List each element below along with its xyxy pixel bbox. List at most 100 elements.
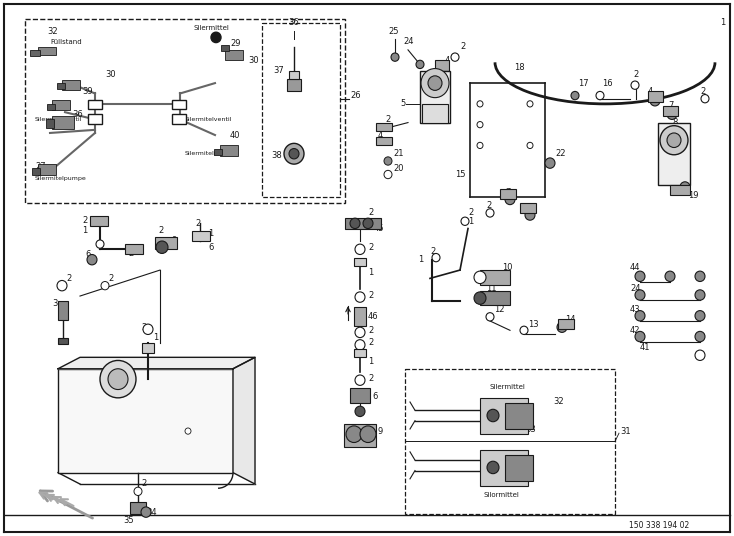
Bar [344,424,376,446]
Text: 1: 1 [468,217,473,226]
Bar [58,338,68,344]
Bar [155,237,177,249]
Text: 24: 24 [630,284,641,293]
Bar [289,71,299,79]
Text: 2: 2 [368,374,374,383]
Text: 32: 32 [553,398,564,406]
Circle shape [355,340,365,350]
Text: 1: 1 [82,226,87,235]
Bar [505,403,533,429]
Text: 1: 1 [720,18,725,27]
Circle shape [680,182,690,192]
Bar [500,189,516,199]
Circle shape [520,326,528,334]
Bar [648,92,663,102]
Circle shape [143,324,153,334]
Circle shape [289,148,299,159]
Circle shape [355,244,365,255]
Bar [57,83,65,90]
Circle shape [695,350,705,360]
Circle shape [486,209,494,217]
Text: 36: 36 [288,18,299,27]
Circle shape [477,101,483,107]
Text: 27: 27 [35,162,46,170]
Bar [345,218,381,228]
Text: 2: 2 [368,338,374,347]
Text: 38: 38 [271,151,282,160]
Text: 2: 2 [700,87,705,96]
Circle shape [141,507,151,517]
Bar [90,216,108,226]
Text: 15: 15 [455,170,465,179]
Bar [192,230,210,241]
Bar [58,301,68,320]
Text: 33: 33 [525,425,536,434]
Bar [435,60,449,71]
Text: 35: 35 [123,516,134,525]
Text: 1: 1 [208,229,214,238]
Text: Silermitelventil: Silermitelventil [35,117,82,122]
Polygon shape [58,358,255,369]
Circle shape [350,218,360,228]
Circle shape [695,331,705,342]
Bar [142,343,154,353]
Circle shape [355,406,365,416]
Circle shape [428,76,442,91]
Circle shape [474,292,486,304]
Text: 2: 2 [430,247,435,256]
Bar [480,291,510,306]
Circle shape [391,53,399,61]
Circle shape [156,241,168,254]
Circle shape [435,65,445,76]
Text: 6: 6 [85,250,90,259]
Text: 6: 6 [372,392,377,401]
Circle shape [355,327,365,338]
Text: 29: 29 [483,468,493,477]
Circle shape [346,426,362,443]
Circle shape [525,210,535,220]
Text: 1: 1 [418,255,424,264]
Circle shape [360,426,376,443]
Text: 30: 30 [483,416,494,425]
Bar [505,455,533,481]
Text: 8: 8 [672,118,677,127]
Circle shape [667,109,677,120]
Bar [47,104,55,110]
Circle shape [701,94,709,103]
Circle shape [650,95,660,106]
Text: 4: 4 [445,56,450,65]
Circle shape [631,81,639,90]
Text: 22: 22 [555,149,565,158]
Text: 6: 6 [208,243,214,252]
Bar [405,369,615,514]
Circle shape [384,170,392,178]
Circle shape [695,310,705,321]
Circle shape [695,271,705,281]
Text: 16: 16 [602,79,613,87]
Text: Silormittel: Silormittel [483,493,519,498]
Circle shape [185,428,191,434]
Circle shape [355,292,365,302]
Text: 3: 3 [52,299,57,308]
Bar [376,137,392,145]
Circle shape [461,217,469,226]
Bar [520,203,536,213]
Text: Silermitelpumpe: Silermitelpumpe [35,176,87,181]
Text: 7: 7 [668,101,673,110]
Circle shape [635,271,645,281]
Polygon shape [233,358,255,484]
Text: 2: 2 [633,70,639,79]
Bar [558,319,574,329]
Circle shape [451,53,459,61]
Bar [225,50,243,60]
Text: 2: 2 [468,209,473,218]
Text: 2: 2 [368,243,374,252]
Circle shape [355,375,365,385]
Bar [480,270,510,285]
Text: 2: 2 [385,115,390,124]
Text: 2: 2 [141,323,146,332]
Bar [130,502,146,514]
Bar [287,79,301,92]
Text: 21: 21 [393,149,404,158]
Text: 5: 5 [400,99,405,108]
